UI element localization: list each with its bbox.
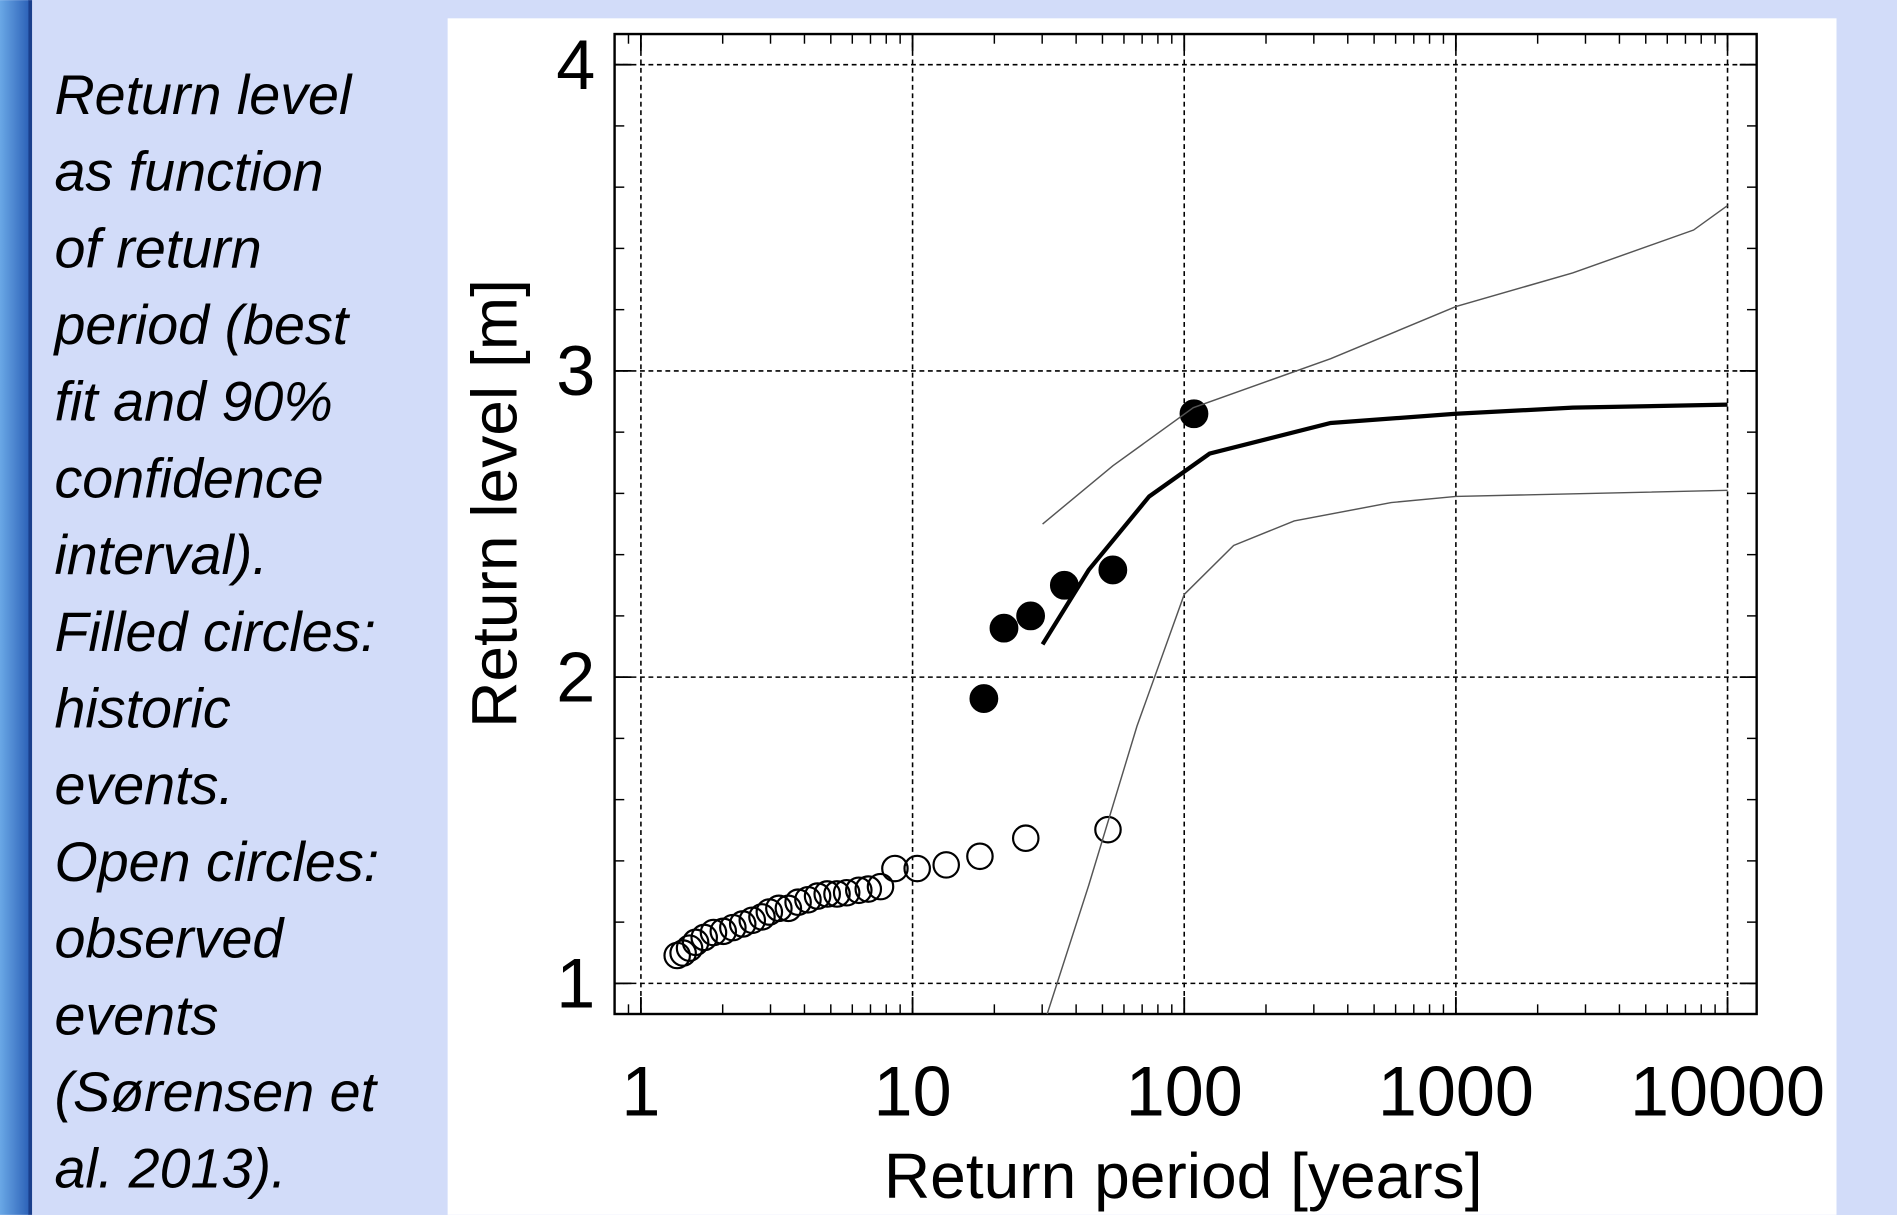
caption-line: Open circles: — [54, 831, 379, 893]
open-point — [823, 880, 851, 908]
filled-point — [969, 684, 999, 713]
line — [1042, 204, 1728, 525]
line — [1046, 489, 1728, 1015]
open-point — [803, 882, 832, 910]
open-point — [832, 878, 861, 907]
open-point — [903, 854, 931, 883]
open-point — [1094, 815, 1122, 844]
filled-point — [1016, 601, 1046, 631]
open-point — [748, 903, 776, 931]
caption: Return level as function of return period (… — [52, 64, 379, 1200]
y-tick-label: 4 — [556, 25, 595, 104]
caption-line: observed — [54, 908, 285, 970]
open-point — [681, 928, 710, 957]
caption-line: fit and 90% — [54, 371, 332, 433]
open-point — [881, 854, 909, 883]
open-point — [765, 894, 793, 923]
caption-line: al. 2013). — [54, 1138, 286, 1200]
open-point — [966, 842, 994, 871]
open-point — [854, 875, 883, 903]
y-axis-label: Return level [m] — [459, 279, 531, 728]
filled-point — [1179, 399, 1209, 429]
open-point — [845, 876, 873, 905]
caption-line: events. — [54, 754, 233, 816]
open-point — [675, 934, 704, 962]
x-tick-label: 1000 — [1378, 1052, 1534, 1131]
caption-line: Filled circles: — [54, 601, 376, 663]
x-tick-label: 10000 — [1630, 1052, 1825, 1131]
line — [1040, 402, 1728, 646]
caption-line: Return level — [54, 64, 353, 126]
y-tick-label: 1 — [556, 944, 595, 1023]
filled-point — [989, 613, 1019, 643]
slide-edge — [0, 0, 30, 1215]
x-axis-label: Return period [years] — [884, 1140, 1483, 1212]
caption-line: (Sørensen et — [54, 1061, 378, 1123]
x-tick-label: 1 — [621, 1052, 660, 1131]
y-tick-label: 3 — [556, 331, 595, 410]
x-tick-label: 10 — [874, 1052, 952, 1131]
x-tick-label: 100 — [1126, 1052, 1243, 1131]
chart-panel — [447, 18, 1837, 1215]
caption-line: of return — [54, 217, 261, 279]
caption-line: as function — [54, 141, 323, 203]
caption-line: events — [54, 984, 218, 1046]
filled-point — [1098, 555, 1128, 585]
chart: 1 10 100 1000 10000 1 2 3 4 Return period [years]… — [459, 25, 1825, 1212]
open-point — [813, 880, 841, 908]
y-tick-label: 2 — [556, 637, 595, 716]
caption-line: interval). — [54, 524, 267, 586]
open-point — [932, 851, 961, 879]
caption-line: confidence — [54, 447, 323, 509]
caption-line: period (best — [52, 294, 350, 356]
open-point — [866, 872, 895, 901]
open-point — [784, 888, 812, 917]
caption-line: historic — [54, 678, 230, 740]
open-point — [699, 918, 728, 947]
plot-frame — [613, 32, 1758, 1016]
open-point — [1011, 824, 1040, 853]
